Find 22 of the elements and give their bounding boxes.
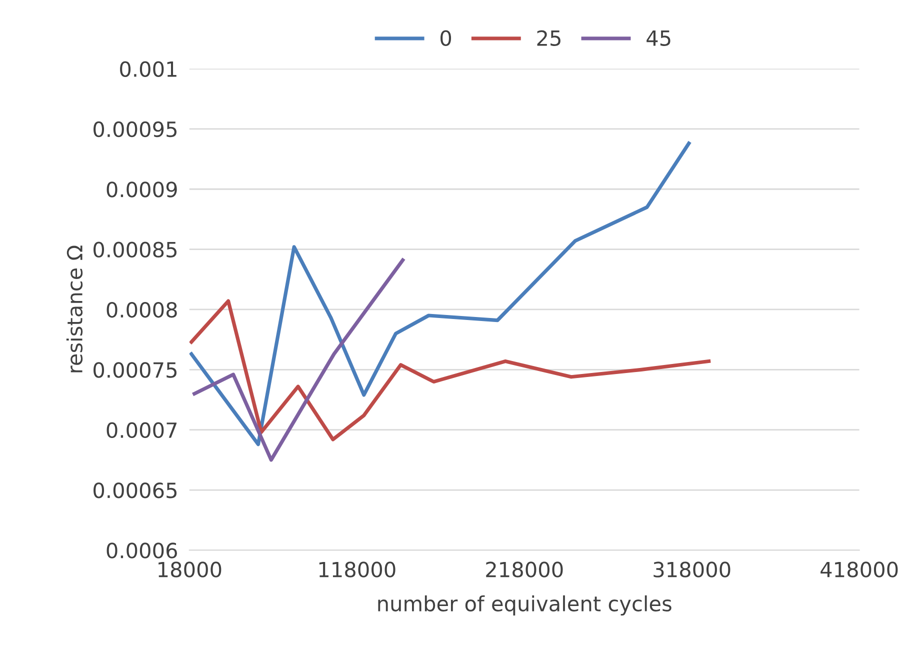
x-tick-label: 318000 [654, 562, 730, 578]
y-axis-title: resistance Ω [66, 246, 83, 372]
line-series [190, 299, 711, 442]
legend-label: 0 [440, 30, 452, 46]
x-axis-title: number of equivalent cycles [378, 595, 672, 616]
x-tick-label: 18000 [158, 562, 222, 578]
line-series [192, 258, 405, 462]
y-tick-label: 0.00065 [94, 482, 176, 498]
y-tick-label: 0.0009 [106, 182, 177, 198]
line-series [190, 142, 691, 446]
x-tick-label: 418000 [820, 562, 898, 578]
legend-label: 25 [537, 30, 560, 46]
y-tick-label: 0.00085 [94, 242, 176, 258]
y-tick-label: 0.0008 [106, 302, 177, 318]
y-tick-label: 0.0007 [106, 422, 177, 438]
x-tick-label: 218000 [486, 562, 563, 578]
y-tick-label: 0.00075 [94, 362, 176, 378]
y-tick-label: 0.001 [120, 61, 176, 77]
y-tick-label: 0.00095 [94, 121, 176, 138]
y-tick-label: 0.0006 [106, 542, 177, 558]
legend-label: 45 [646, 30, 670, 46]
x-tick-label: 118000 [319, 562, 396, 578]
